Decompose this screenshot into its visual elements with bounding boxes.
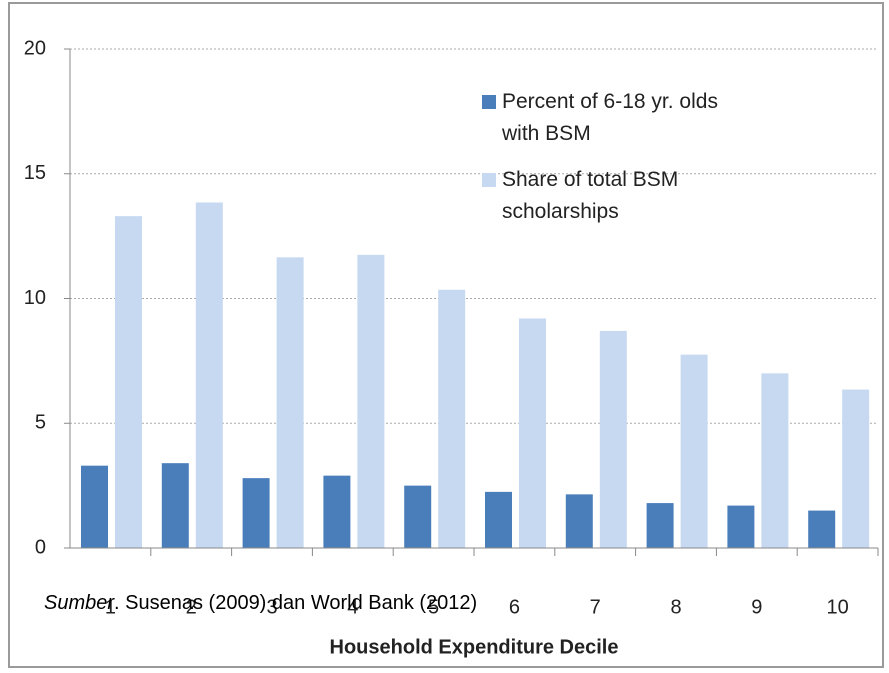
bar	[842, 389, 870, 548]
legend-label: Share of total BSM scholarships	[502, 168, 679, 223]
x-tick-label: 10	[826, 596, 848, 618]
legend-item: Share of total BSM scholarships	[482, 164, 732, 228]
bar	[115, 216, 142, 549]
legend-swatch	[482, 173, 496, 187]
bar	[438, 289, 466, 548]
y-tick-label: 0	[35, 536, 46, 558]
bar	[195, 202, 223, 548]
y-tick-label: 5	[35, 412, 46, 434]
bar	[161, 463, 189, 548]
source-label: Sumber	[44, 592, 115, 614]
bar	[565, 494, 593, 548]
bar	[276, 257, 304, 548]
x-tick-label: 5	[428, 596, 439, 618]
bar	[81, 465, 108, 548]
bar	[404, 485, 432, 548]
x-tick-label: 1	[105, 596, 116, 618]
bar	[242, 478, 270, 548]
bar	[357, 254, 385, 548]
x-tick-label: 8	[670, 596, 681, 618]
bar	[485, 491, 512, 548]
bar	[808, 510, 836, 548]
frame	[8, 2, 884, 668]
bar	[323, 475, 351, 548]
bar	[727, 505, 755, 548]
x-tick-label: 6	[509, 596, 520, 618]
bar	[599, 330, 627, 548]
x-axis-label: Household Expenditure Decile	[330, 636, 619, 658]
source: Sumber. Susenas (2009) dan World Bank (2…	[44, 592, 477, 615]
legend: Percent of 6-18 yr. olds with BSM Share o…	[482, 86, 732, 242]
legend-label: Percent of 6-18 yr. olds with BSM	[502, 90, 718, 145]
x-tick-label: 3	[266, 596, 277, 618]
bar	[761, 373, 789, 548]
bar	[519, 318, 546, 548]
x-tick-label: 4	[347, 596, 358, 618]
x-tick-label: 2	[186, 596, 197, 618]
y-tick-label: 10	[24, 287, 46, 309]
legend-swatch	[482, 95, 496, 109]
y-tick-label: 15	[24, 162, 46, 184]
bar	[646, 503, 674, 548]
source-text: . Susenas (2009) dan World Bank (2012)	[114, 592, 478, 614]
x-tick-label: 9	[751, 596, 762, 618]
y-tick-label: 20	[24, 37, 46, 59]
x-tick-label: 7	[590, 596, 601, 618]
legend-item: Percent of 6-18 yr. olds with BSM	[482, 86, 732, 150]
bar	[680, 354, 708, 548]
